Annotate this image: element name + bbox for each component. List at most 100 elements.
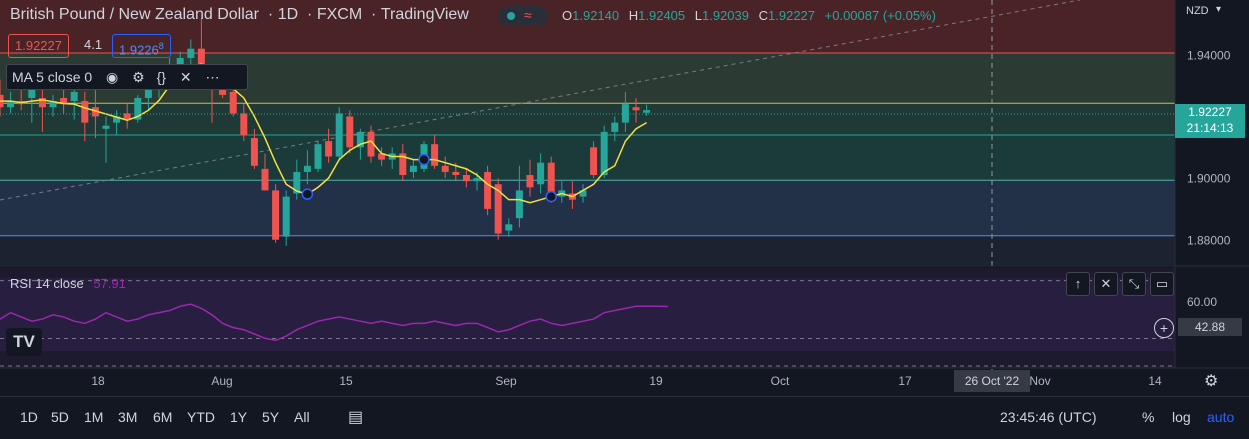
candle-body: [537, 162, 545, 185]
timeframe-5d[interactable]: 5D: [51, 409, 69, 425]
price-tick: 1.90000: [1187, 172, 1231, 186]
gear-icon[interactable]: ⚙: [132, 69, 145, 85]
rsi-band: [0, 278, 1175, 351]
utc-clock[interactable]: 23:45:46 (UTC): [1000, 409, 1097, 425]
candle-body: [621, 104, 629, 123]
tradingview-logo[interactable]: TV: [6, 328, 42, 356]
currency-label[interactable]: NZD: [1186, 5, 1209, 17]
chart-title: British Pound / New Zealand Dollar · 1D …: [10, 6, 469, 23]
candle-body: [60, 97, 68, 105]
candle-body: [144, 88, 152, 98]
percent-toggle[interactable]: %: [1142, 409, 1155, 425]
exchange-label: FXCM: [316, 6, 363, 23]
timeframe-6m[interactable]: 6M: [153, 409, 173, 425]
price-band: [0, 180, 1175, 236]
candle-body: [409, 165, 417, 172]
candle-body: [335, 113, 343, 157]
add-alert-icon[interactable]: +: [1154, 318, 1174, 338]
settings-gear-icon[interactable]: ⚙: [1204, 373, 1219, 390]
sell-price-button[interactable]: 1.92227: [8, 34, 69, 58]
candle-body: [123, 113, 131, 120]
candle-body: [261, 168, 269, 191]
timeframe-ytd[interactable]: YTD: [187, 409, 215, 425]
candle-body: [229, 91, 237, 114]
event-marker[interactable]: [301, 188, 314, 200]
time-tick: 19: [649, 374, 663, 388]
price-band: [0, 134, 1175, 181]
candle-body: [91, 107, 99, 117]
time-tick: 18: [91, 374, 105, 388]
price-band: [0, 103, 1175, 135]
candle-body: [197, 48, 205, 71]
candle-body: [590, 147, 598, 176]
market-status-pill[interactable]: ≈: [498, 6, 548, 26]
source-label: TradingView: [380, 6, 469, 23]
braces-icon[interactable]: {}: [156, 69, 166, 85]
candle-body: [547, 162, 555, 197]
date-range-icon[interactable]: ▤: [348, 409, 364, 426]
timeframe-5y[interactable]: 5Y: [262, 409, 280, 425]
candle-body: [484, 171, 492, 209]
rsi-value: 57.91: [93, 276, 126, 291]
candle-body: [611, 122, 619, 132]
candle-body: [473, 178, 481, 182]
ma-label: MA 5 close 0: [12, 69, 93, 85]
pane-maximize-button[interactable]: ▭: [1150, 272, 1174, 296]
currency-chevron-icon[interactable]: ▾: [1216, 4, 1222, 15]
rsi-legend[interactable]: RSI 14 close 57.91: [10, 276, 126, 291]
timeframe-all[interactable]: All: [294, 409, 310, 425]
candle-body: [632, 107, 640, 111]
candle-body: [28, 85, 36, 98]
eye-icon[interactable]: ◉: [106, 69, 119, 85]
pane-up-button[interactable]: ↑: [1066, 272, 1090, 296]
candle-body: [441, 165, 449, 172]
more-icon[interactable]: ⋯: [205, 69, 220, 85]
candle-body: [346, 116, 354, 148]
candle-body: [356, 131, 364, 148]
candle-body: [600, 131, 608, 176]
time-tick: 14: [1148, 374, 1162, 388]
event-marker[interactable]: [545, 190, 557, 203]
ma-line: [0, 63, 647, 204]
last-price-value: 1.92227: [1188, 105, 1232, 119]
candle-body: [367, 131, 375, 157]
pane-close-button[interactable]: ✕: [1094, 272, 1118, 296]
close-icon[interactable]: ✕: [179, 69, 192, 85]
event-marker[interactable]: [418, 153, 430, 166]
interval-label[interactable]: 1D: [277, 6, 299, 23]
time-tick: Sep: [495, 374, 517, 388]
wave-icon: ≈: [524, 7, 532, 23]
symbol-title[interactable]: British Pound / New Zealand Dollar: [10, 6, 260, 23]
candle-body: [176, 57, 184, 65]
timeframe-3m[interactable]: 3M: [118, 409, 138, 425]
candle-body: [494, 184, 502, 234]
pane-collapse-button[interactable]: ⤡: [1122, 272, 1146, 296]
candle-body: [505, 224, 513, 231]
buy-price-button[interactable]: 1.92268: [112, 34, 171, 58]
price-tick: 1.94000: [1187, 48, 1231, 62]
last-price-label: 1.92227 21:14:13: [1175, 104, 1245, 138]
auto-toggle[interactable]: auto: [1207, 409, 1235, 425]
time-tick: 15: [339, 374, 353, 388]
time-crosshair-label: 26 Oct '22: [954, 370, 1030, 392]
ohlc-values: O1.92140 H1.92405 L1.92039 C1.92227 +0.0…: [562, 8, 936, 23]
trend-line[interactable]: [0, 0, 1081, 201]
candle-body: [399, 153, 407, 176]
candle-body: [282, 196, 290, 237]
time-tick: Oct: [771, 374, 790, 388]
spread-value: 4.1: [84, 37, 103, 52]
candle-body: [643, 110, 651, 113]
timeframe-1m[interactable]: 1M: [84, 409, 104, 425]
candle-body: [219, 85, 227, 95]
log-toggle[interactable]: log: [1172, 409, 1191, 425]
time-tick: 17: [898, 374, 912, 388]
ma-legend[interactable]: MA 5 close 0 ◉ ⚙ {} ✕ ⋯: [6, 64, 248, 90]
candle-body: [81, 101, 89, 123]
timeframe-1y[interactable]: 1Y: [230, 409, 248, 425]
candle-body: [462, 175, 470, 182]
candle-body: [187, 48, 195, 58]
candle-body: [515, 190, 523, 219]
price-tick: 1.88000: [1187, 233, 1231, 247]
timeframe-1d[interactable]: 1D: [20, 409, 38, 425]
